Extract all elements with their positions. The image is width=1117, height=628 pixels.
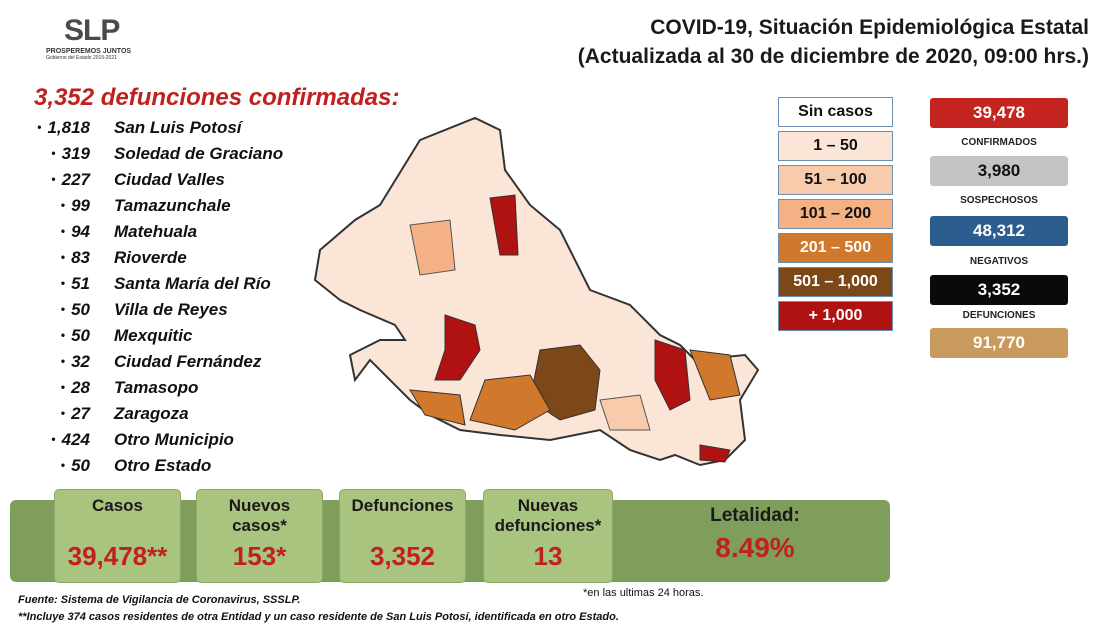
deaths-heading: 3,352 defunciones confirmadas: bbox=[34, 84, 400, 111]
death-item: 50 Villa de Reyes bbox=[40, 300, 320, 326]
death-count: 27 bbox=[61, 404, 90, 424]
subtitle: (Actualizada al 30 de diciembre de 2020,… bbox=[577, 45, 1089, 68]
municipality: Matehuala bbox=[114, 222, 198, 241]
footnote: *en las ultimas 24 horas. bbox=[583, 587, 704, 599]
municipality: Ciudad Fernández bbox=[114, 352, 262, 371]
summary-label: Nuevos casos* bbox=[228, 496, 291, 535]
stat-value: 48,312 bbox=[930, 216, 1068, 246]
state-outline bbox=[313, 116, 760, 467]
region bbox=[409, 219, 456, 276]
summary-box: Casos 39,478** bbox=[55, 490, 180, 582]
legend-entry: Sin casos bbox=[778, 97, 893, 127]
death-item: 83 Rioverde bbox=[40, 248, 320, 274]
death-count: 424 bbox=[51, 430, 90, 450]
death-count: 50 bbox=[61, 326, 90, 346]
stat-value: 3,980 bbox=[930, 156, 1068, 186]
death-item: 1,818 San Luis Potosí bbox=[40, 118, 320, 144]
death-count: 51 bbox=[61, 274, 90, 294]
legend-entry: + 1,000 bbox=[778, 301, 893, 331]
municipality: Otro Municipio bbox=[114, 430, 234, 449]
legend-entry: 1 – 50 bbox=[778, 131, 893, 161]
region bbox=[599, 394, 651, 431]
death-count: 28 bbox=[61, 378, 90, 398]
death-count: 227 bbox=[51, 170, 90, 190]
summary-value: 39,478** bbox=[67, 541, 168, 571]
municipality: Otro Estado bbox=[114, 456, 212, 475]
region bbox=[654, 339, 691, 411]
stat-label: SOSPECHOSOS bbox=[960, 195, 1038, 206]
death-item: 319 Soledad de Graciano bbox=[40, 144, 320, 170]
stat-value: 3,352 bbox=[930, 275, 1068, 305]
death-item: 51 Santa María del Río bbox=[40, 274, 320, 300]
region bbox=[434, 314, 481, 381]
death-count: 50 bbox=[61, 300, 90, 320]
death-count: 1,818 bbox=[37, 118, 90, 138]
death-item: 28 Tamasopo bbox=[40, 378, 320, 404]
region bbox=[489, 194, 519, 256]
municipality: Ciudad Valles bbox=[114, 170, 225, 189]
summary-value: 153* bbox=[232, 541, 287, 571]
death-count: 319 bbox=[51, 144, 90, 164]
summary-box: Defunciones 3,352 bbox=[340, 490, 465, 582]
region bbox=[689, 349, 741, 401]
summary-box: Letalidad: 8.49% bbox=[630, 490, 880, 582]
death-count: 83 bbox=[61, 248, 90, 268]
summary-label: Defunciones bbox=[351, 496, 454, 515]
stat-label: DEFUNCIONES bbox=[962, 310, 1036, 321]
legend-entry: 51 – 100 bbox=[778, 165, 893, 195]
stat-label: CONFIRMADOS bbox=[961, 137, 1037, 148]
death-count: 50 bbox=[61, 456, 90, 476]
municipality: Zaragoza bbox=[114, 404, 189, 423]
logo-government: Gobierno del Estado 2015-2021 bbox=[46, 55, 117, 61]
summary-label: Letalidad: bbox=[710, 505, 800, 526]
municipality: Tamazunchale bbox=[114, 196, 231, 215]
stat-label: NEGATIVOS bbox=[969, 256, 1029, 267]
municipality: Rioverde bbox=[114, 248, 187, 267]
logo-motto: PROSPEREMOS JUNTOS bbox=[46, 48, 132, 55]
summary-value: 13 bbox=[533, 541, 563, 571]
death-item: 99 Tamazunchale bbox=[40, 196, 320, 222]
death-item: 32 Ciudad Fernández bbox=[40, 352, 320, 378]
logo: SLP PROSPEREMOS JUNTOS Gobierno del Esta… bbox=[46, 14, 146, 61]
legend-entry: 501 – 1,000 bbox=[778, 267, 893, 297]
municipality: San Luis Potosí bbox=[114, 118, 242, 137]
footnote: Fuente: Sistema de Vigilancia de Coronav… bbox=[18, 594, 301, 606]
legend-entry: 201 – 500 bbox=[778, 233, 893, 263]
region bbox=[469, 374, 551, 431]
summary-label: Nuevas defunciones* bbox=[494, 496, 602, 535]
death-item: 50 Otro Estado bbox=[40, 456, 320, 482]
stat-value: 39,478 bbox=[930, 98, 1068, 128]
municipality: Santa María del Río bbox=[114, 274, 271, 293]
summary-value: 3,352 bbox=[369, 541, 436, 571]
death-item: 94 Matehuala bbox=[40, 222, 320, 248]
death-item: 424 Otro Municipio bbox=[40, 430, 320, 456]
summary-label: Casos bbox=[91, 496, 144, 515]
logo-text: SLP bbox=[64, 14, 120, 47]
summary-box: Nuevas defunciones* 13 bbox=[484, 490, 612, 582]
death-item: 227 Ciudad Valles bbox=[40, 170, 320, 196]
municipality: Villa de Reyes bbox=[114, 300, 228, 319]
death-count: 94 bbox=[61, 222, 90, 242]
footnote: **Incluye 374 casos residentes de otra E… bbox=[18, 611, 619, 623]
death-count: 32 bbox=[61, 352, 90, 372]
region bbox=[699, 444, 731, 463]
stat-value: 91,770 bbox=[930, 328, 1068, 358]
municipality: Tamasopo bbox=[114, 378, 199, 397]
region bbox=[409, 389, 466, 426]
death-item: 50 Mexquitic bbox=[40, 326, 320, 352]
municipality: Soledad de Graciano bbox=[114, 144, 284, 163]
map bbox=[313, 116, 760, 467]
legend-entry: 101 – 200 bbox=[778, 199, 893, 229]
title: COVID-19, Situación Epidemiológica Estat… bbox=[650, 16, 1089, 39]
death-count: 99 bbox=[61, 196, 90, 216]
death-item: 27 Zaragoza bbox=[40, 404, 320, 430]
summary-box: Nuevos casos* 153* bbox=[197, 490, 322, 582]
summary-value: 8.49% bbox=[715, 532, 795, 563]
municipality: Mexquitic bbox=[114, 326, 193, 345]
